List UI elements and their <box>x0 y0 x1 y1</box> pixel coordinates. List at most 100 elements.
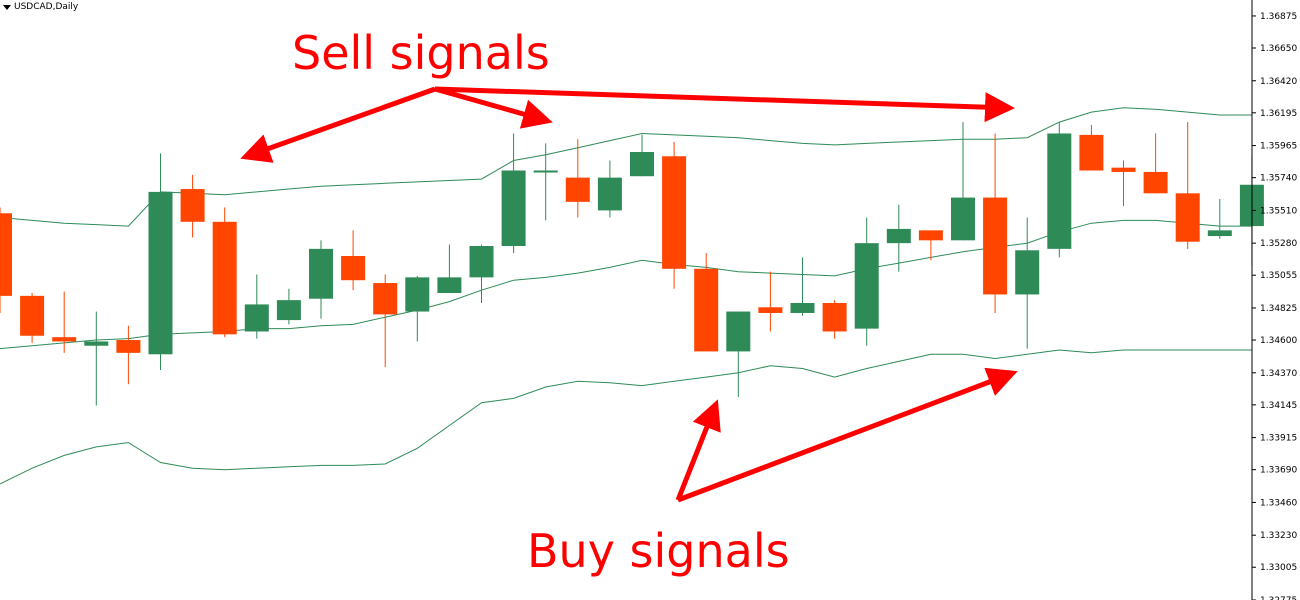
candle <box>886 204 911 272</box>
candle-body <box>437 277 462 294</box>
candle-body <box>341 255 366 281</box>
candle-body <box>1111 167 1136 172</box>
candle <box>694 253 719 352</box>
candlesticks <box>0 122 1264 406</box>
candle <box>790 257 815 316</box>
candle <box>437 244 462 294</box>
candle <box>148 153 173 370</box>
candle-body <box>116 340 141 353</box>
candle-body <box>951 197 975 241</box>
price-tick-label: 1.34145 <box>1260 401 1297 411</box>
dropdown-triangle-icon[interactable] <box>3 5 11 10</box>
candle <box>341 230 366 291</box>
candle-body <box>726 311 751 352</box>
price-tick-label: 1.33460 <box>1260 498 1297 508</box>
candle <box>52 291 77 353</box>
candle <box>309 240 333 319</box>
candle-body <box>630 151 654 177</box>
candle <box>84 311 109 406</box>
bollinger-bands <box>0 107 1252 485</box>
candle-body <box>180 189 205 222</box>
candle-body <box>918 230 943 241</box>
price-tick-label: 1.33690 <box>1260 466 1297 476</box>
price-tick-label: 1.36875 <box>1260 12 1297 22</box>
buy-signals-label: Buy signals <box>527 524 790 578</box>
price-tick-label: 1.34600 <box>1260 336 1297 346</box>
candle-body <box>533 170 558 173</box>
candle-body <box>501 170 526 247</box>
price-tick-label: 1.34825 <box>1260 304 1297 314</box>
bollinger-lower-line <box>0 349 1252 485</box>
candle <box>116 325 141 385</box>
price-tick-label: 1.35740 <box>1260 174 1297 184</box>
bollinger-middle-line <box>0 219 1252 350</box>
candle <box>822 300 847 339</box>
candle <box>20 293 45 343</box>
candle <box>1111 160 1136 207</box>
candle <box>212 207 237 338</box>
candle-body <box>1143 171 1168 194</box>
candle <box>0 207 12 313</box>
candle-body <box>1207 230 1232 237</box>
candle <box>662 142 687 289</box>
candle <box>1175 122 1200 249</box>
candle <box>951 122 975 241</box>
price-tick-label: 1.33230 <box>1260 531 1297 541</box>
sell-signals-label: Sell signals <box>292 26 550 80</box>
candle-body <box>405 277 430 312</box>
price-tick-label: 1.35510 <box>1260 206 1297 216</box>
price-tick-label: 1.35965 <box>1260 142 1297 152</box>
candle-body <box>0 213 12 296</box>
candle-body <box>694 268 719 352</box>
candle-body <box>854 243 879 329</box>
candle <box>1047 122 1072 258</box>
candle <box>983 133 1008 313</box>
price-tick-label: 1.33005 <box>1260 563 1297 573</box>
chart-title: USDCAD,Daily <box>14 2 79 12</box>
candle <box>244 274 269 339</box>
candle-body <box>84 341 109 346</box>
price-tick-label: 1.34370 <box>1260 369 1297 379</box>
candle-body <box>822 302 847 332</box>
candle <box>533 143 558 221</box>
candle-body <box>662 156 687 269</box>
price-tick-label: 1.35280 <box>1260 239 1297 249</box>
candle <box>276 288 301 325</box>
candle <box>630 134 654 177</box>
bollinger-upper-line <box>0 107 1252 227</box>
buy-arrow-1 <box>675 399 721 501</box>
candle <box>1143 133 1168 194</box>
candle <box>597 160 622 218</box>
candle <box>565 139 590 218</box>
candle-body <box>565 177 590 202</box>
price-tick-label: 1.36195 <box>1260 109 1297 119</box>
candle-body <box>1015 250 1040 295</box>
candle-body <box>373 283 398 315</box>
buy-arrow-2 <box>677 367 1018 503</box>
price-tick-label: 1.32775 <box>1260 596 1297 600</box>
candle-body <box>1175 193 1200 242</box>
candle-body <box>469 246 494 278</box>
candle <box>469 244 494 303</box>
candle <box>1207 199 1232 239</box>
price-tick-label: 1.36650 <box>1260 44 1297 54</box>
price-tick-label: 1.35055 <box>1260 271 1297 281</box>
candle <box>501 133 526 254</box>
candle-body <box>52 337 77 342</box>
candle-body <box>309 248 333 299</box>
candle-body <box>1047 133 1072 249</box>
candle <box>1079 124 1104 171</box>
candle-body <box>276 300 301 321</box>
candle <box>726 311 751 398</box>
candle-body <box>20 295 45 336</box>
candle <box>854 217 879 346</box>
candle <box>758 271 783 332</box>
price-axis: 1.36875 1.36650 1.36420 1.36195 1.35965 1.357… <box>1251 0 1297 600</box>
candle-body <box>983 197 1008 295</box>
candle-body <box>148 191 173 355</box>
sell-arrow-3 <box>434 86 1015 123</box>
candle-body <box>597 177 622 211</box>
candle <box>1015 217 1040 349</box>
candle-body <box>886 228 911 244</box>
